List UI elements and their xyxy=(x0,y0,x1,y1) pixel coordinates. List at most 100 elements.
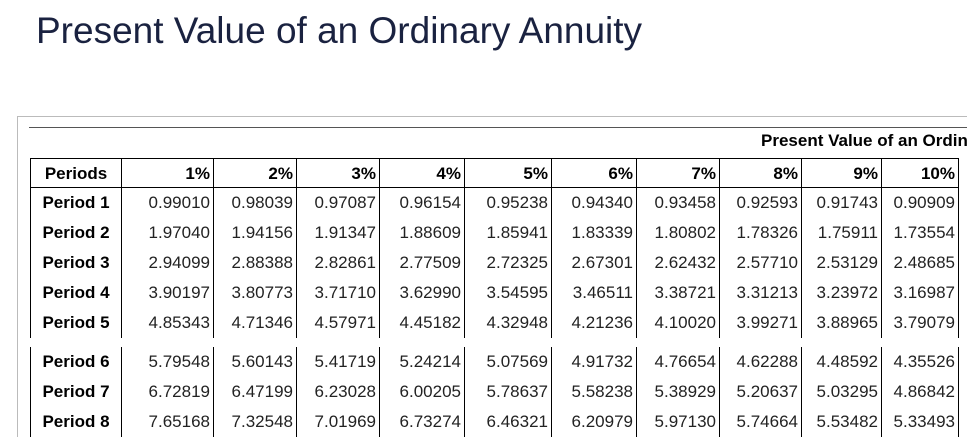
table-cell: 1.94156 xyxy=(213,218,297,248)
column-header: 1% xyxy=(121,158,214,188)
table-cell: 3.46511 xyxy=(551,278,637,308)
table-cell: 3.38721 xyxy=(636,278,720,308)
table-cell: 4.76654 xyxy=(636,347,720,377)
table-cell: 5.58238 xyxy=(551,377,637,407)
table-cell: 5.79548 xyxy=(121,347,214,377)
table-cell: 7.65168 xyxy=(121,407,214,437)
table-cell: 5.20637 xyxy=(719,377,802,407)
table-cell: 0.90909 xyxy=(881,188,959,218)
table-cell: 6.00205 xyxy=(379,377,465,407)
table-cell: 4.35526 xyxy=(881,347,959,377)
table-cell: 5.33493 xyxy=(881,407,959,437)
table-cell: 5.60143 xyxy=(213,347,297,377)
table-cell: 4.86842 xyxy=(881,377,959,407)
table-cell: 0.96154 xyxy=(379,188,465,218)
table-cell: 3.79079 xyxy=(881,308,959,338)
table-cell: 5.53482 xyxy=(801,407,882,437)
table-cell: 1.85941 xyxy=(464,218,552,248)
table-cell: 3.62990 xyxy=(379,278,465,308)
table-cell: 1.97040 xyxy=(121,218,214,248)
table-cell: 1.88609 xyxy=(379,218,465,248)
table-cell: 3.54595 xyxy=(464,278,552,308)
table-cell: 3.90197 xyxy=(121,278,214,308)
table-cell: 3.31213 xyxy=(719,278,802,308)
table-cell: 5.07569 xyxy=(464,347,552,377)
table-cell: 3.99271 xyxy=(719,308,802,338)
table-cell: 2.94099 xyxy=(121,248,214,278)
table-cell: 5.74664 xyxy=(719,407,802,437)
row-label: Period 7 xyxy=(30,377,122,407)
table-cell: 4.32948 xyxy=(464,308,552,338)
table-cell: 6.73274 xyxy=(379,407,465,437)
row-label: Period 4 xyxy=(30,278,122,308)
table-cell: 1.78326 xyxy=(719,218,802,248)
row-label: Period 2 xyxy=(30,218,122,248)
table-cell: 6.47199 xyxy=(213,377,297,407)
column-header: 6% xyxy=(551,158,637,188)
table-cell: 3.16987 xyxy=(881,278,959,308)
table-cell: 1.73554 xyxy=(881,218,959,248)
table-cell: 2.48685 xyxy=(881,248,959,278)
table-cell: 2.88388 xyxy=(213,248,297,278)
table-cell: 2.72325 xyxy=(464,248,552,278)
column-header: 3% xyxy=(296,158,380,188)
table-cell: 1.91347 xyxy=(296,218,380,248)
table-cell: 5.97130 xyxy=(636,407,720,437)
column-header: 4% xyxy=(379,158,465,188)
table-cell: 1.83339 xyxy=(551,218,637,248)
table-cell: 3.88965 xyxy=(801,308,882,338)
table-cell: 0.98039 xyxy=(213,188,297,218)
table-cell: 4.62288 xyxy=(719,347,802,377)
table-cell: 0.94340 xyxy=(551,188,637,218)
table-cell: 7.32548 xyxy=(213,407,297,437)
table-cell: 0.97087 xyxy=(296,188,380,218)
table-cell: 4.85343 xyxy=(121,308,214,338)
table-cell: 5.24214 xyxy=(379,347,465,377)
row-label: Period 3 xyxy=(30,248,122,278)
table-cell: 2.62432 xyxy=(636,248,720,278)
table-cell: 7.01969 xyxy=(296,407,380,437)
table-cell: 1.80802 xyxy=(636,218,720,248)
column-header: 5% xyxy=(464,158,552,188)
column-header: 9% xyxy=(801,158,882,188)
column-header: 2% xyxy=(213,158,297,188)
table-cell: 3.71710 xyxy=(296,278,380,308)
table-cell: 1.75911 xyxy=(801,218,882,248)
table-cell: 0.95238 xyxy=(464,188,552,218)
row-label: Period 1 xyxy=(30,188,122,218)
column-header: 7% xyxy=(636,158,720,188)
table-cell: 2.67301 xyxy=(551,248,637,278)
table-frame: Present Value of an Ordinary Annuity Per… xyxy=(17,116,967,437)
table-cell: 4.57971 xyxy=(296,308,380,338)
table-cell: 5.78637 xyxy=(464,377,552,407)
table-cell: 5.41719 xyxy=(296,347,380,377)
table-cell: 4.91732 xyxy=(551,347,637,377)
table-cell: 5.03295 xyxy=(801,377,882,407)
table-cell: 4.45182 xyxy=(379,308,465,338)
table-cell: 0.92593 xyxy=(719,188,802,218)
caption-rule xyxy=(29,127,967,128)
column-header: Periods xyxy=(30,158,122,188)
table-cell: 2.57710 xyxy=(719,248,802,278)
table-cell: 3.80773 xyxy=(213,278,297,308)
column-header: 8% xyxy=(719,158,802,188)
table-cell: 2.82861 xyxy=(296,248,380,278)
table-cell: 4.71346 xyxy=(213,308,297,338)
table-caption: Present Value of an Ordinary Annuity xyxy=(761,131,967,150)
row-label: Period 5 xyxy=(30,308,122,338)
table-cell: 0.99010 xyxy=(121,188,214,218)
table-cell: 6.46321 xyxy=(464,407,552,437)
table-cell: 6.23028 xyxy=(296,377,380,407)
column-header: 10% xyxy=(881,158,959,188)
table-cell: 5.38929 xyxy=(636,377,720,407)
row-label: Period 6 xyxy=(30,347,122,377)
table-cell: 4.21236 xyxy=(551,308,637,338)
table-cell: 2.53129 xyxy=(801,248,882,278)
table-cell: 6.20979 xyxy=(551,407,637,437)
page-title: Present Value of an Ordinary Annuity xyxy=(36,10,643,51)
table-cell: 0.93458 xyxy=(636,188,720,218)
table-cell: 4.10020 xyxy=(636,308,720,338)
table-cell: 4.48592 xyxy=(801,347,882,377)
page: Present Value of an Ordinary Annuity Pre… xyxy=(17,10,967,437)
table-cell: 6.72819 xyxy=(121,377,214,407)
